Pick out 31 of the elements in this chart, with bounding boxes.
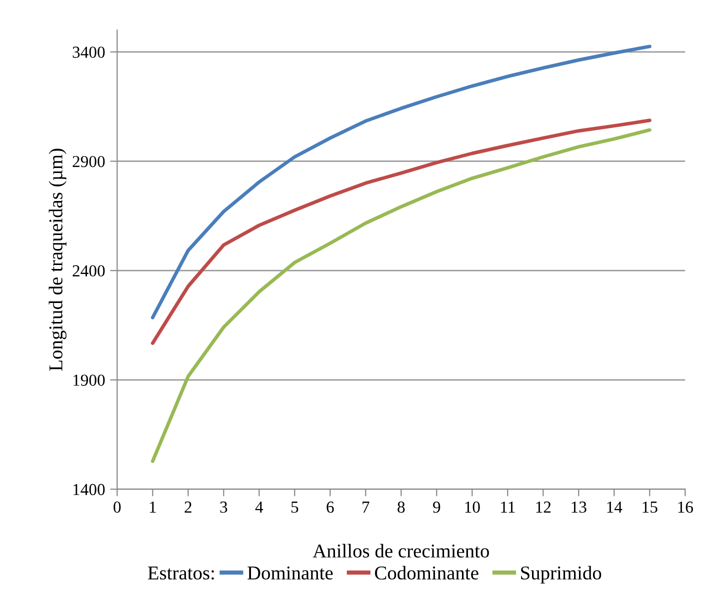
- y-tick-label: 2400: [72, 265, 105, 277]
- x-tick-label: 14: [607, 502, 622, 513]
- x-tick-label: 4: [255, 502, 264, 513]
- legend-label: Dominante: [248, 566, 333, 580]
- x-tick-label: 11: [501, 502, 515, 513]
- x-tick-label: 16: [678, 502, 693, 513]
- line-series: [150, 128, 652, 463]
- x-axis-title: Anillos de crecimiento: [312, 544, 489, 558]
- x-tick-label: 2: [184, 502, 192, 513]
- x-tick-label: 10: [465, 502, 480, 513]
- y-tick-label: 2900: [72, 156, 105, 168]
- x-tick-label: 12: [536, 502, 551, 513]
- x-tick-label: 9: [433, 502, 440, 513]
- legend-label: Codominante: [375, 566, 478, 580]
- y-tick-label: 3400: [72, 46, 105, 58]
- line-series: [150, 44, 652, 320]
- x-tick-label: 0: [114, 502, 121, 513]
- x-tick-label: 5: [291, 502, 298, 513]
- x-tick-label: 1: [150, 502, 156, 513]
- y-tick-label: 1400: [73, 484, 105, 496]
- x-tick-label: 3: [220, 502, 228, 513]
- x-tick-label: 6: [326, 502, 334, 513]
- x-tick-label: 7: [362, 502, 370, 513]
- x-tick-label: 13: [572, 502, 586, 513]
- legend-title: Estratos:: [148, 566, 214, 580]
- legend-label: Suprimido: [521, 566, 602, 584]
- line-series: [150, 118, 652, 345]
- y-tick-label: 1900: [73, 374, 105, 386]
- x-tick-label: 8: [398, 502, 405, 513]
- y-axis-title: Longitud de traqueidas (µm): [48, 148, 66, 371]
- x-tick-label: 15: [642, 502, 658, 513]
